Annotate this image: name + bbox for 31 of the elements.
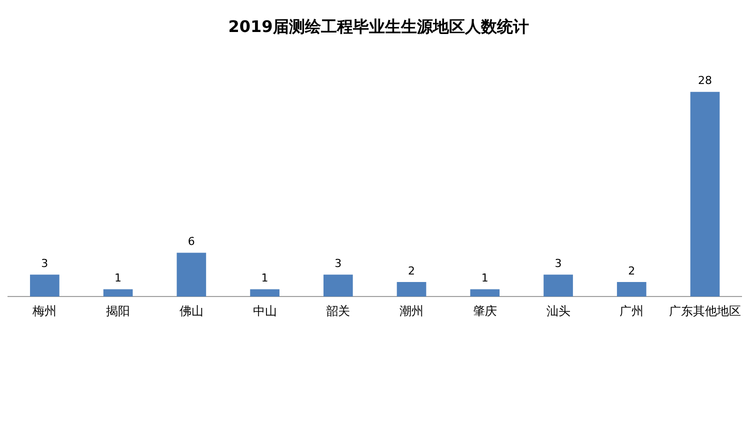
data-label: 1: [481, 272, 488, 285]
chart-title: 2019届测绘工程毕业生生源地区人数统计: [228, 16, 529, 36]
bar: [470, 289, 500, 297]
bar: [30, 274, 60, 297]
bar: [616, 282, 646, 297]
x-tick-label: 肇庆: [472, 304, 497, 318]
x-tick-label: 广东其他地区: [669, 304, 741, 318]
bar: [396, 282, 426, 297]
bar: [544, 274, 573, 297]
bar: [690, 92, 720, 297]
x-tick-label: 佛山: [179, 304, 204, 318]
x-tick-label: 汕头: [546, 304, 570, 318]
data-label: 2: [408, 264, 416, 278]
x-tick-label: 广州: [620, 304, 644, 318]
x-tick-label: 潮州: [400, 304, 424, 318]
data-label: 3: [41, 257, 48, 270]
data-label: 1: [261, 272, 268, 285]
x-tick-label: 揭阳: [106, 304, 130, 318]
x-tick-label: 中山: [252, 304, 277, 318]
data-label: 3: [334, 257, 342, 270]
data-label: 28: [698, 74, 712, 88]
bar: [176, 252, 206, 297]
data-label: 6: [188, 235, 195, 248]
bar: [323, 274, 353, 297]
data-label: 2: [628, 264, 636, 278]
data-label: 1: [114, 272, 122, 285]
data-label: 3: [554, 257, 562, 270]
bar: [103, 289, 133, 297]
x-tick-label: 梅州: [32, 304, 57, 318]
bar: [250, 289, 280, 297]
x-tick-label: 韶关: [326, 304, 350, 318]
